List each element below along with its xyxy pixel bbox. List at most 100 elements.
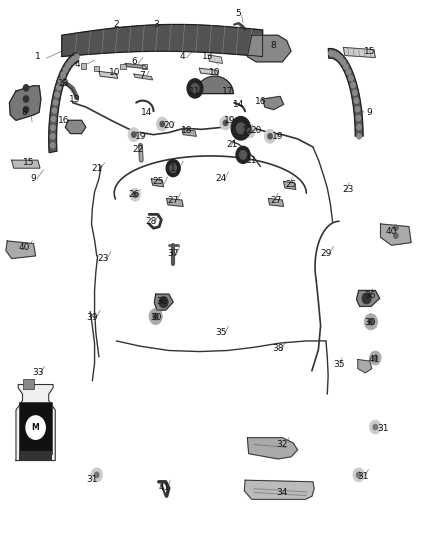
Circle shape	[368, 319, 374, 325]
Text: 1: 1	[35, 52, 41, 61]
Text: 4: 4	[74, 60, 80, 69]
Text: 11: 11	[170, 164, 181, 173]
Circle shape	[61, 72, 65, 78]
Circle shape	[170, 164, 177, 172]
Text: 36: 36	[364, 291, 375, 300]
Text: 14: 14	[141, 108, 153, 117]
Circle shape	[335, 53, 339, 59]
Text: 23: 23	[98, 254, 109, 263]
Polygon shape	[247, 35, 291, 62]
Circle shape	[160, 122, 164, 127]
Polygon shape	[62, 25, 263, 56]
Bar	[19, 401, 52, 454]
Circle shape	[349, 76, 353, 81]
Text: 19: 19	[69, 94, 81, 103]
Text: 9: 9	[367, 108, 372, 117]
Circle shape	[72, 56, 76, 61]
Text: 34: 34	[277, 488, 288, 497]
Circle shape	[236, 147, 250, 164]
Circle shape	[373, 424, 378, 430]
Circle shape	[268, 134, 272, 139]
Text: 38: 38	[272, 344, 284, 353]
Text: 15: 15	[364, 47, 375, 55]
Text: 7: 7	[140, 70, 145, 79]
Circle shape	[247, 128, 252, 134]
Polygon shape	[358, 360, 372, 373]
Text: 24: 24	[215, 174, 227, 183]
Circle shape	[26, 416, 45, 439]
Text: 22: 22	[133, 145, 144, 154]
Circle shape	[59, 78, 63, 84]
Text: 23: 23	[342, 185, 353, 194]
Text: 10: 10	[109, 68, 120, 77]
Polygon shape	[12, 160, 40, 168]
Circle shape	[55, 92, 59, 98]
Polygon shape	[182, 130, 196, 136]
Circle shape	[75, 54, 79, 60]
Circle shape	[187, 79, 203, 98]
Circle shape	[191, 84, 199, 93]
Circle shape	[50, 134, 55, 139]
Circle shape	[156, 117, 168, 131]
Bar	[94, 66, 99, 71]
Circle shape	[356, 115, 360, 120]
Circle shape	[223, 120, 228, 126]
Text: 6: 6	[131, 58, 137, 66]
Polygon shape	[381, 224, 411, 245]
Circle shape	[355, 107, 360, 112]
Text: 5: 5	[236, 10, 241, 19]
Text: 8: 8	[271, 42, 276, 51]
Text: 19: 19	[134, 132, 146, 141]
Text: 25: 25	[152, 177, 163, 186]
Text: 32: 32	[277, 440, 288, 449]
Polygon shape	[343, 47, 375, 58]
Circle shape	[346, 69, 351, 75]
Polygon shape	[10, 86, 41, 120]
Circle shape	[23, 96, 28, 102]
Circle shape	[231, 117, 251, 140]
Text: 35: 35	[215, 328, 227, 337]
Circle shape	[130, 188, 141, 201]
Circle shape	[370, 420, 381, 434]
Text: 9: 9	[31, 174, 36, 183]
Circle shape	[332, 51, 336, 56]
Bar	[23, 379, 34, 389]
Text: 30: 30	[364, 318, 375, 327]
Text: 35: 35	[333, 360, 345, 369]
Polygon shape	[99, 71, 118, 78]
Text: 21: 21	[91, 164, 102, 173]
Circle shape	[166, 160, 180, 176]
Text: 29: 29	[320, 249, 332, 258]
Circle shape	[132, 132, 136, 138]
Text: 16: 16	[255, 97, 266, 106]
Circle shape	[344, 64, 348, 69]
Circle shape	[52, 108, 57, 113]
Circle shape	[394, 225, 398, 230]
Circle shape	[373, 356, 378, 361]
Circle shape	[329, 51, 333, 56]
Text: 2: 2	[113, 20, 119, 29]
Circle shape	[364, 314, 378, 330]
Polygon shape	[134, 74, 152, 80]
Circle shape	[69, 59, 73, 64]
Circle shape	[23, 107, 28, 113]
Circle shape	[357, 472, 361, 478]
Circle shape	[64, 67, 68, 72]
Text: 21: 21	[226, 140, 238, 149]
Circle shape	[362, 293, 371, 304]
Circle shape	[220, 116, 231, 130]
Bar	[81, 63, 86, 69]
Circle shape	[351, 83, 355, 88]
Text: 17: 17	[222, 86, 233, 95]
Text: 36: 36	[156, 296, 168, 305]
Polygon shape	[328, 49, 363, 136]
Circle shape	[237, 123, 245, 134]
Text: 31: 31	[87, 475, 98, 483]
Circle shape	[357, 134, 361, 139]
Circle shape	[51, 125, 55, 131]
Circle shape	[149, 309, 162, 325]
Circle shape	[357, 124, 361, 130]
Polygon shape	[284, 181, 296, 189]
Circle shape	[153, 313, 158, 320]
Polygon shape	[357, 290, 380, 306]
